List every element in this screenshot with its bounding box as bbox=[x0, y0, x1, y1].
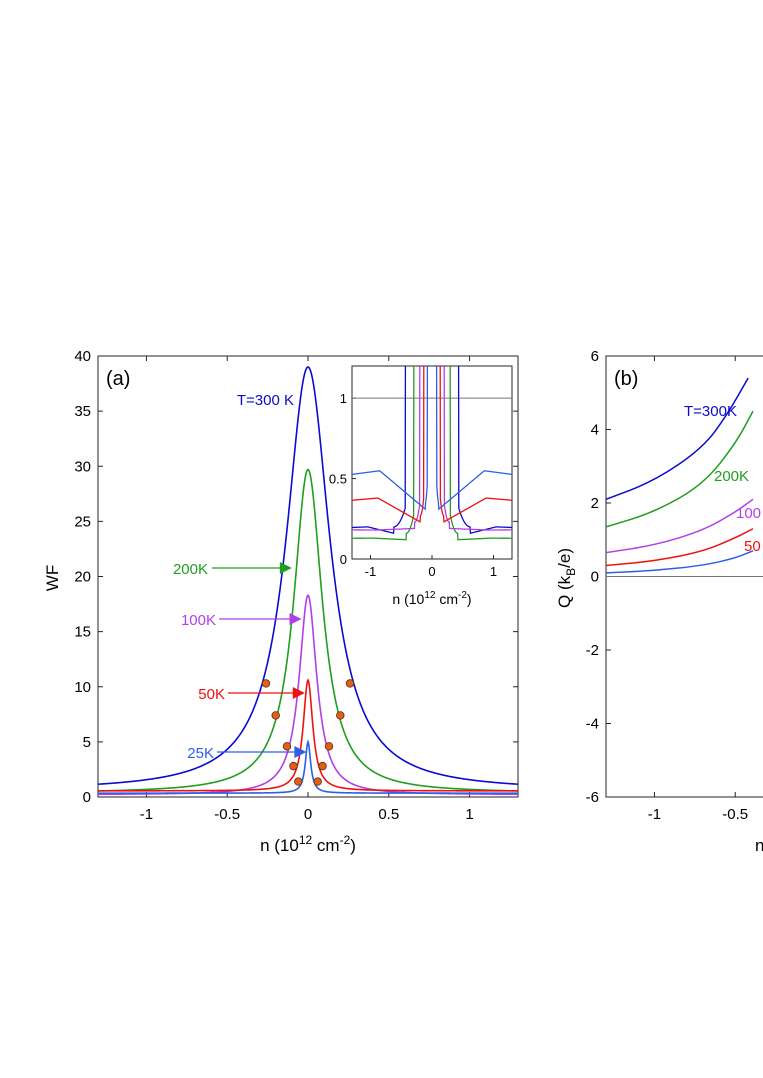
b-ytick-label: 2 bbox=[591, 495, 599, 512]
panel-a-x-axis-label: n (1012 cm-2) bbox=[260, 833, 356, 855]
b-ytick-label: -2 bbox=[586, 642, 599, 659]
b-series-line-t300k bbox=[606, 377, 749, 501]
data-marker bbox=[336, 711, 345, 720]
panel-a-inset: -1 0 1 0 0.5 1 n (1012 cm-2) bbox=[329, 365, 513, 607]
panel-a-arrows bbox=[212, 562, 307, 758]
panel-b-label-100k: 100 bbox=[736, 505, 761, 522]
a-ytick-label: 10 bbox=[74, 679, 91, 696]
b-ytick-label: -4 bbox=[586, 716, 599, 733]
data-marker bbox=[313, 777, 322, 786]
a-ytick-label: 40 bbox=[74, 348, 91, 365]
inset-curves bbox=[352, 366, 512, 541]
a-xtick-label: 1 bbox=[465, 806, 473, 823]
panel-b-curves bbox=[606, 377, 754, 574]
b-ytick-label: -6 bbox=[586, 789, 599, 806]
inset-x-axis-label: n (1012 cm-2) bbox=[392, 590, 471, 607]
inset-axis-ticks: -1 0 1 0 0.5 1 bbox=[329, 391, 497, 579]
series-line-25k bbox=[98, 739, 518, 794]
panel-a-markers bbox=[261, 679, 355, 786]
data-marker bbox=[294, 777, 303, 786]
panel-b-label-200k: 200K bbox=[714, 468, 749, 485]
panel-a-curves bbox=[98, 366, 518, 796]
a-ytick-label: 0 bbox=[83, 789, 91, 806]
data-marker bbox=[289, 761, 298, 771]
data-marker bbox=[261, 679, 271, 688]
panel-b-x-axis-label-fragment: n bbox=[755, 836, 763, 855]
panel-b-label: (b) bbox=[614, 368, 638, 390]
annotation-arrow-head bbox=[289, 613, 302, 625]
a-xtick-label: 0.5 bbox=[378, 806, 399, 823]
b-series-line-100k bbox=[606, 498, 754, 554]
series-label-100k: 100K bbox=[181, 612, 216, 629]
b-series-line-50k bbox=[606, 527, 754, 567]
inset-ytick-label: 0 bbox=[340, 552, 347, 567]
a-xtick-label: 0 bbox=[304, 806, 312, 823]
data-marker bbox=[271, 711, 280, 720]
series-line-200k bbox=[98, 468, 518, 792]
series-label-200k: 200K bbox=[173, 561, 208, 578]
annotation-arrow-head bbox=[279, 562, 292, 574]
inset-xtick-label: 1 bbox=[490, 564, 497, 579]
a-ytick-label: 25 bbox=[74, 513, 91, 530]
annotation-arrow-head bbox=[292, 687, 305, 699]
inset-xtick-label: 0 bbox=[428, 564, 435, 579]
inset-ytick-label: 1 bbox=[340, 391, 347, 406]
b-ytick-label: 6 bbox=[591, 348, 599, 365]
series-line-t300k bbox=[98, 366, 518, 786]
panel-b-y-axis-label: Q (kB/e) bbox=[555, 548, 578, 608]
b-ytick-label: 0 bbox=[591, 569, 599, 586]
inset-xtick-label: -1 bbox=[365, 564, 377, 579]
inset-series-line bbox=[352, 366, 512, 523]
panel-b-label-50k: 50 bbox=[744, 538, 761, 555]
series-line-50k bbox=[98, 678, 518, 792]
b-series-line-200k bbox=[606, 410, 754, 528]
a-xtick-label: -1 bbox=[140, 806, 153, 823]
series-label-25k: 25K bbox=[187, 745, 214, 762]
series-label-50k: 50K bbox=[198, 686, 225, 703]
a-ytick-label: 5 bbox=[83, 734, 91, 751]
a-ytick-label: 15 bbox=[74, 624, 91, 641]
b-ytick-label: 4 bbox=[591, 422, 599, 439]
b-series-line-25k bbox=[606, 550, 754, 574]
data-marker bbox=[318, 761, 327, 771]
a-ytick-label: 35 bbox=[74, 403, 91, 420]
panel-b-label-300k: T=300K bbox=[684, 403, 737, 420]
annotation-arrow-head bbox=[294, 746, 307, 758]
inset-series-line bbox=[352, 366, 512, 531]
data-marker bbox=[324, 742, 334, 751]
inset-series-line bbox=[352, 366, 512, 511]
a-ytick-label: 30 bbox=[74, 458, 91, 475]
b-xtick-label: -0.5 bbox=[722, 806, 748, 823]
panel-b-axis-ticks: -1 -0.5 -6 -4 -2 0 2 4 6 bbox=[586, 348, 749, 823]
panel-a-label: (a) bbox=[106, 368, 130, 390]
a-xtick-label: -0.5 bbox=[214, 806, 240, 823]
b-xtick-label: -1 bbox=[648, 806, 661, 823]
data-marker bbox=[345, 679, 355, 688]
series-label-300k: T=300 K bbox=[237, 392, 294, 409]
a-ytick-label: 20 bbox=[74, 569, 91, 586]
inset-ytick-label: 0.5 bbox=[329, 472, 347, 487]
inset-series-line bbox=[352, 366, 512, 541]
panel-a-y-axis-label: WF bbox=[43, 565, 62, 591]
data-marker bbox=[282, 742, 292, 751]
